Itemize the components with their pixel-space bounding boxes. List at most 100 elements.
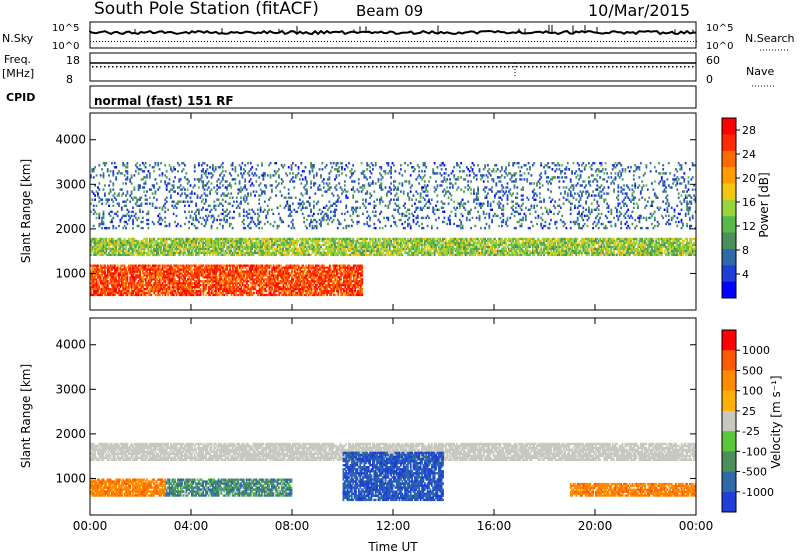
heatmap-cell: [235, 247, 238, 251]
heatmap-cell: [126, 282, 129, 285]
heatmap-cell: [279, 243, 282, 247]
heatmap-cell: [360, 243, 363, 247]
heatmap-cell: [196, 245, 199, 249]
heatmap-cell: [303, 247, 305, 251]
chart-title: South Pole Station (fitACF): [94, 0, 319, 19]
heatmap-cell: [237, 241, 240, 245]
heatmap-cell: [342, 247, 345, 251]
heatmap-cell: [568, 245, 571, 249]
heatmap-cell: [529, 239, 531, 243]
heatmap-cell: [147, 274, 150, 277]
heatmap-cell: [609, 241, 611, 245]
heatmap-cell: [191, 249, 193, 253]
heatmap-cell: [205, 286, 208, 289]
heatmap-cell: [435, 249, 437, 253]
heatmap-cell: [95, 239, 98, 243]
heatmap-cell: [134, 249, 137, 253]
heatmap-cell: [205, 241, 207, 245]
heatmap-cell: [101, 266, 103, 269]
heatmap-cell: [634, 237, 637, 241]
heatmap-cell: [132, 276, 134, 279]
heatmap-cell: [583, 245, 586, 249]
heatmap-cell: [279, 247, 282, 251]
heatmap-cell: [140, 245, 143, 249]
heatmap-cell: [148, 241, 151, 245]
heatmap-cell: [177, 237, 179, 241]
heatmap-cell: [104, 286, 106, 289]
heatmap-cell: [690, 247, 693, 251]
heatmap-cell: [595, 239, 597, 243]
heatmap-cell: [443, 251, 446, 255]
heatmap-cell: [502, 245, 505, 249]
heatmap-cell: [125, 243, 127, 247]
heatmap-cell: [595, 241, 597, 245]
heatmap-cell: [533, 245, 536, 249]
heatmap-cell: [618, 247, 621, 251]
nsearch-dot: [411, 41, 412, 42]
heatmap-cell: [437, 251, 440, 255]
heatmap-cell: [481, 241, 484, 245]
heatmap-cell: [562, 245, 565, 249]
heatmap-cell: [151, 286, 154, 289]
heatmap-cell: [92, 293, 95, 297]
heatmap-cell: [540, 249, 543, 253]
heatmap-cell: [489, 239, 492, 243]
heatmap-cell: [495, 243, 498, 247]
heatmap-cell: [125, 286, 127, 289]
heatmap-cell: [94, 291, 96, 295]
nave-dot: [672, 66, 674, 68]
heatmap-cell: [157, 249, 160, 253]
heatmap-cell: [233, 241, 235, 245]
heatmap-cell: [659, 249, 662, 253]
heatmap-cell: [199, 251, 202, 255]
heatmap-cell: [336, 247, 339, 251]
heatmap-cell: [530, 241, 533, 245]
heatmap-cell: [658, 253, 660, 256]
heatmap-cell: [338, 247, 341, 251]
heatmap-cell: [182, 239, 185, 243]
heatmap-cell: [646, 243, 649, 247]
heatmap-cell: [307, 245, 310, 249]
nsearch-dot: [624, 41, 625, 42]
heatmap-cell: [588, 239, 590, 243]
heatmap-cell: [675, 245, 677, 249]
heatmap-cell: [370, 249, 373, 253]
heatmap-cell: [105, 282, 108, 285]
heatmap-cell: [108, 266, 111, 269]
heatmap-cell: [149, 289, 151, 293]
heatmap-cell: [609, 249, 611, 253]
heatmap-cell: [609, 245, 611, 249]
heatmap-cell: [122, 289, 125, 293]
nsearch-dot: [267, 41, 268, 42]
heatmap-cell: [393, 241, 395, 245]
heatmap-cell: [213, 239, 216, 243]
heatmap-cell: [255, 241, 258, 245]
heatmap-cell: [384, 245, 387, 249]
heatmap-cell: [94, 289, 96, 293]
heatmap-cell: [625, 245, 628, 249]
heatmap-cell: [223, 237, 226, 241]
heatmap-cell: [405, 247, 408, 251]
heatmap-cell: [207, 249, 210, 253]
nsearch-dot: [435, 41, 436, 42]
heatmap-cell: [98, 278, 101, 281]
heatmap-cell: [195, 247, 197, 251]
heatmap-cell: [101, 241, 103, 245]
heatmap-cell: [454, 239, 457, 243]
heatmap-cell: [122, 253, 125, 256]
heatmap-cell: [158, 237, 161, 241]
heatmap-cell: [130, 239, 133, 243]
heatmap-cell: [517, 239, 520, 243]
heatmap-cell: [200, 239, 203, 243]
heatmap-cell: [261, 249, 263, 253]
heatmap-cell: [429, 249, 432, 253]
heatmap-cell: [558, 239, 561, 243]
nave-dot: [348, 66, 350, 68]
heatmap-cell: [489, 251, 492, 255]
heatmap-cell: [143, 289, 146, 293]
heatmap-cell: [241, 245, 244, 249]
heatmap-cell: [335, 247, 338, 251]
heatmap-cell: [127, 249, 130, 253]
heatmap-cell: [632, 247, 635, 251]
nsearch-dot: [336, 41, 337, 42]
